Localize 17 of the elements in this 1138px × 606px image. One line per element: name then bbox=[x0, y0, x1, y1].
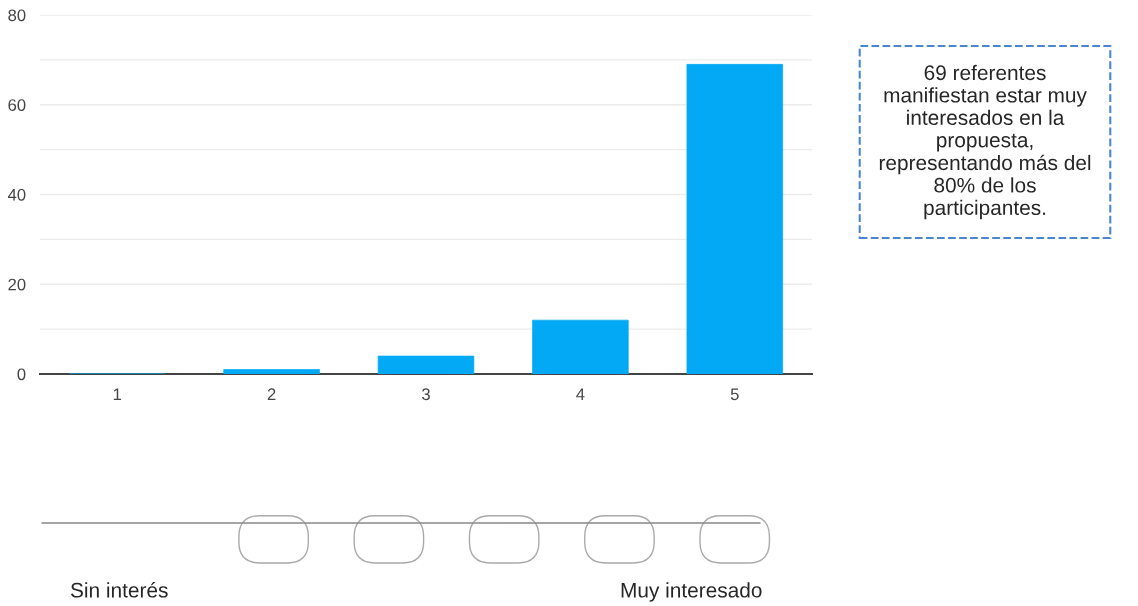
bar bbox=[686, 64, 784, 374]
bar bbox=[377, 355, 475, 374]
text: Muy interesado bbox=[621, 582, 762, 602]
text: Sin interés bbox=[70, 582, 168, 598]
y-tick-label: 20 bbox=[8, 278, 26, 291]
y-tick-label: 60 bbox=[8, 99, 26, 111]
x-tick-label: 4 bbox=[576, 388, 585, 400]
y-tick-label: 80 bbox=[8, 9, 26, 22]
bar bbox=[532, 319, 629, 374]
x-tick-label: 3 bbox=[422, 388, 430, 401]
y-tick-label: 0 bbox=[17, 368, 26, 381]
bar bbox=[223, 369, 320, 374]
x-tick-label: 5 bbox=[730, 388, 739, 401]
x-tick-label: 1 bbox=[113, 388, 122, 400]
x-tick-label: 2 bbox=[267, 388, 276, 400]
y-tick-label: 40 bbox=[7, 188, 26, 201]
text: 69 referentes manifiestan estar muy interesados en la propuesta, representando más del 80% de los participantes. bbox=[879, 64, 1091, 220]
